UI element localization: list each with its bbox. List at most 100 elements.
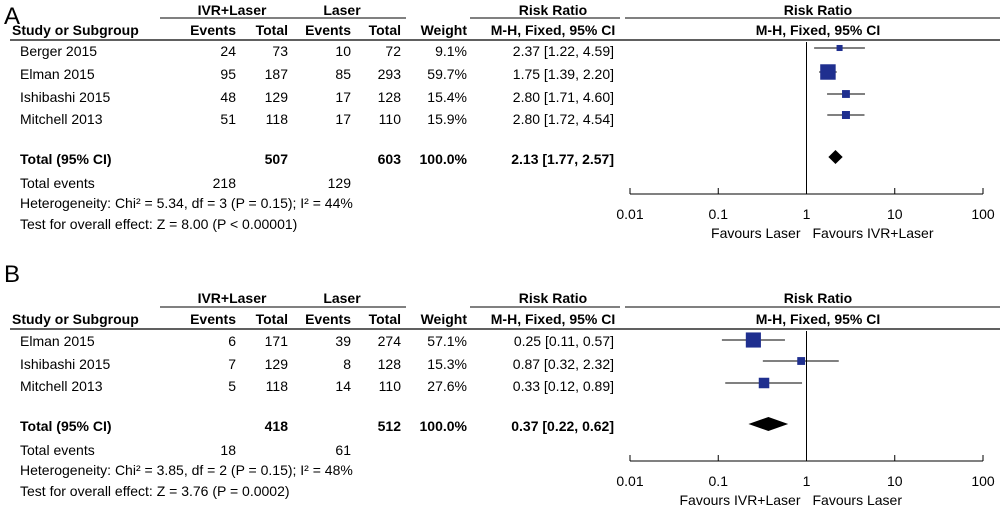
total1-value: 118 xyxy=(266,378,289,394)
total-rr-ci: 2.13 [1.77, 2.57] xyxy=(511,151,614,167)
x-tick-label: 0.01 xyxy=(616,473,643,489)
x-tick-label: 100 xyxy=(971,473,995,489)
rr-ci-value: 2.37 [1.22, 4.59] xyxy=(513,43,614,59)
total-weight: 100.0% xyxy=(420,418,468,434)
study-name: Ishibashi 2015 xyxy=(20,89,111,105)
rr-plot-header-b: Risk Ratio xyxy=(784,290,852,306)
heterogeneity-text: Heterogeneity: Chi² = 5.34, df = 3 (P = … xyxy=(20,195,353,211)
study-row: Mitchell 2013 51 118 17 110 15.9% 2.80 [… xyxy=(20,111,614,127)
study-point-marker xyxy=(836,44,843,52)
study-row: Mitchell 2013 5 118 14 110 27.6% 0.33 [0… xyxy=(20,378,614,394)
rr-ci-value: 2.80 [1.71, 4.60] xyxy=(513,89,614,105)
x-tick-label: 10 xyxy=(887,473,903,489)
events2-value: 39 xyxy=(335,333,351,349)
x-tick-label: 0.01 xyxy=(616,206,643,222)
events2-col-header-b: Events xyxy=(305,311,351,327)
events2-value: 17 xyxy=(335,89,351,105)
weight-value: 57.1% xyxy=(427,333,467,349)
rr-ci-value: 0.87 [0.32, 2.32] xyxy=(513,356,614,372)
events2-value: 85 xyxy=(335,66,351,82)
panel-label-a: A xyxy=(4,3,20,30)
group1-header-a: IVR+Laser xyxy=(198,2,267,18)
weight-col-header-a: Weight xyxy=(421,22,468,38)
study-name: Mitchell 2013 xyxy=(20,111,103,127)
total2-value: 110 xyxy=(379,378,402,394)
events2-value: 10 xyxy=(335,43,351,59)
study-name: Elman 2015 xyxy=(20,66,95,82)
total2-value: 128 xyxy=(378,89,402,105)
rr-plot-method-header-b: M-H, Fixed, 95% CI xyxy=(756,311,880,327)
rr-header-b: Risk Ratio xyxy=(519,290,587,306)
weight-value: 59.7% xyxy=(427,66,467,82)
study-point-marker xyxy=(758,377,770,389)
total-rr-ci: 0.37 [0.22, 0.62] xyxy=(511,418,614,434)
total2-col-header-a: Total xyxy=(369,22,401,38)
panel-label-b: B xyxy=(4,261,20,288)
study-name: Elman 2015 xyxy=(20,333,95,349)
weight-col-header-b: Weight xyxy=(421,311,468,327)
total1-value: 129 xyxy=(265,356,289,372)
events2-col-header-a: Events xyxy=(305,22,351,38)
total1-value: 171 xyxy=(265,333,289,349)
total2-value: 110 xyxy=(379,111,402,127)
total1-value: 187 xyxy=(265,66,289,82)
overall-effect-text: Test for overall effect: Z = 8.00 (P < 0… xyxy=(20,216,297,232)
study-name: Berger 2015 xyxy=(20,43,97,59)
total2-sum: 603 xyxy=(378,151,402,167)
study-col-header-a: Study or Subgroup xyxy=(12,22,139,38)
study-row: Elman 2015 95 187 85 293 59.7% 1.75 [1.3… xyxy=(20,66,614,82)
events2-value: 8 xyxy=(343,356,351,372)
overall-effect-text: Test for overall effect: Z = 3.76 (P = 0… xyxy=(20,483,290,499)
events1-value: 48 xyxy=(220,89,236,105)
total1-value: 73 xyxy=(272,43,288,59)
total1-value: 129 xyxy=(265,89,289,105)
total-diamond-marker xyxy=(748,417,789,431)
events1-value: 7 xyxy=(228,356,236,372)
study-row: Elman 2015 6 171 39 274 57.1% 0.25 [0.11… xyxy=(20,333,614,349)
heterogeneity-text: Heterogeneity: Chi² = 3.85, df = 2 (P = … xyxy=(20,462,353,478)
total2-value: 128 xyxy=(378,356,402,372)
study-row: Ishibashi 2015 7 129 8 128 15.3% 0.87 [0… xyxy=(20,356,614,372)
total-weight: 100.0% xyxy=(420,151,468,167)
total-events-label: Total events xyxy=(20,442,95,458)
plot-area-b: 0.01 0.1 1 10 100 Favours IVR+Laser Favours La… xyxy=(616,331,995,508)
total1-sum: 507 xyxy=(265,151,289,167)
events1-col-header-b: Events xyxy=(190,311,236,327)
total2-value: 72 xyxy=(385,43,401,59)
x-tick-label: 0.1 xyxy=(709,473,729,489)
total1-value: 118 xyxy=(266,111,289,127)
study-row: Ishibashi 2015 48 129 17 128 15.4% 2.80 … xyxy=(20,89,614,105)
weight-value: 9.1% xyxy=(435,43,467,59)
total-events2: 61 xyxy=(335,442,351,458)
favours-right-label: Favours Laser xyxy=(813,492,903,508)
panel-a: A IVR+Laser Laser Risk Ratio Risk Ratio … xyxy=(4,2,1000,241)
events1-value: 95 xyxy=(220,66,236,82)
x-tick-label: 100 xyxy=(971,206,995,222)
total-events1: 218 xyxy=(213,175,237,191)
events1-value: 51 xyxy=(220,111,236,127)
x-tick-label: 0.1 xyxy=(709,206,729,222)
x-tick-label: 1 xyxy=(803,473,811,489)
x-tick-label: 10 xyxy=(887,206,903,222)
total-events-label: Total events xyxy=(20,175,95,191)
group2-header-a: Laser xyxy=(323,2,361,18)
weight-value: 27.6% xyxy=(427,378,467,394)
total-row: Total (95% CI) 507 603 100.0% 2.13 [1.77… xyxy=(20,151,614,167)
total-events-row: Total events 18 61 xyxy=(20,442,351,458)
total-events-row: Total events 218 129 xyxy=(20,175,351,191)
study-point-marker xyxy=(797,357,806,365)
total-events1: 18 xyxy=(220,442,236,458)
weight-value: 15.4% xyxy=(427,89,467,105)
events1-value: 24 xyxy=(220,43,236,59)
x-tick-label: 1 xyxy=(803,206,811,222)
study-point-marker xyxy=(841,111,850,119)
study-point-marker xyxy=(820,64,836,80)
rr-header-a: Risk Ratio xyxy=(519,2,587,18)
favours-right-label: Favours IVR+Laser xyxy=(813,225,934,241)
total-row: Total (95% CI) 418 512 100.0% 0.37 [0.22… xyxy=(20,418,614,434)
study-point-marker xyxy=(745,332,761,348)
total2-col-header-b: Total xyxy=(369,311,401,327)
favours-left-label: Favours IVR+Laser xyxy=(680,492,801,508)
total1-col-header-b: Total xyxy=(256,311,288,327)
